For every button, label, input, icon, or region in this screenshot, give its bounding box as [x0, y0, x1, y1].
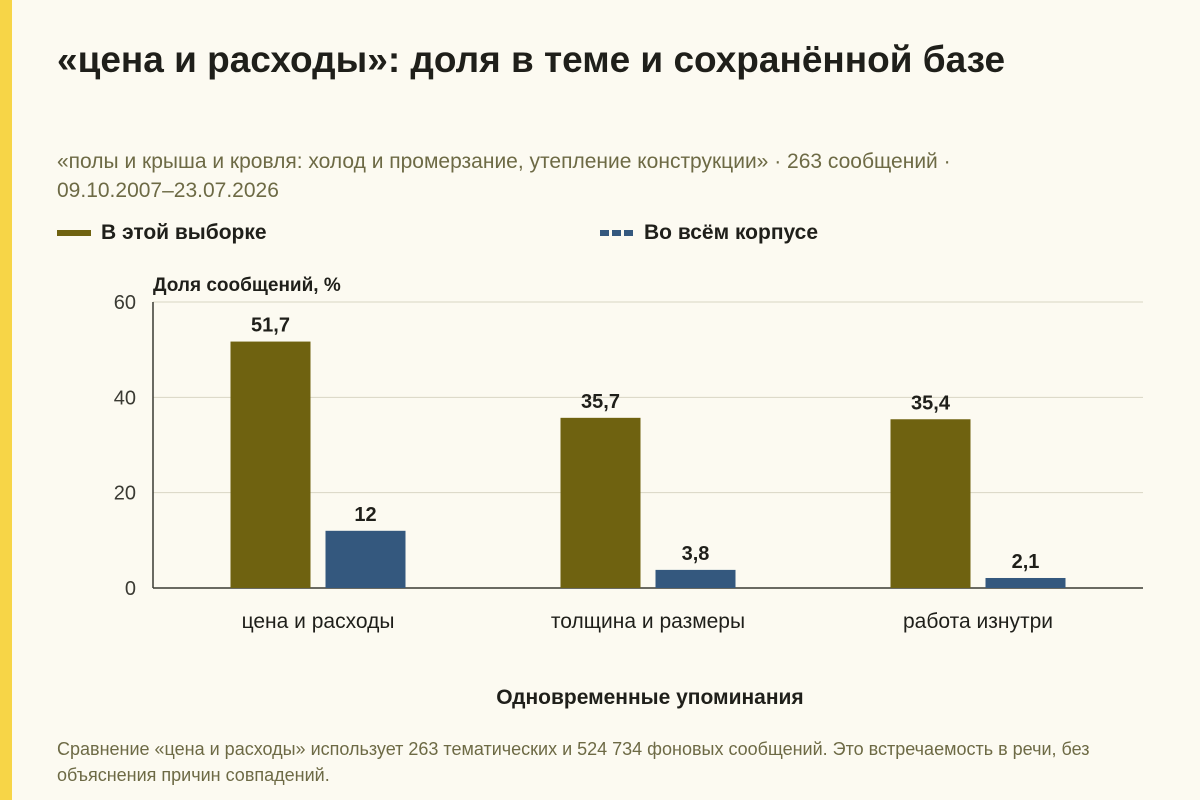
- data-label: 35,4: [911, 392, 951, 414]
- data-label: 35,7: [581, 391, 620, 413]
- legend-label-corpus: Во всём корпусе: [644, 221, 819, 244]
- data-label: 3,8: [682, 543, 710, 565]
- data-label: 12: [354, 504, 376, 526]
- chart-subtitle: «полы и крыша и кровля: холод и промерза…: [57, 150, 951, 202]
- x-axis-title: Одновременные упоминания: [496, 686, 804, 709]
- legend-item-corpus: Во всём корпусе: [600, 219, 818, 247]
- y-tick-label: 20: [114, 483, 136, 505]
- y-tick-label: 40: [114, 387, 136, 409]
- legend-swatch-corpus: [600, 230, 634, 236]
- footnote: Сравнение «цена и расходы» использует 26…: [57, 739, 1090, 785]
- y-tick-label: 0: [125, 578, 136, 600]
- x-tick-label: работа изнутри: [903, 610, 1053, 633]
- legend-item-selection: В этой выборке: [57, 219, 267, 247]
- bar-selection: [230, 341, 311, 588]
- bar-selection: [560, 417, 641, 588]
- data-label: 2,1: [1012, 551, 1040, 573]
- bar-corpus: [325, 530, 406, 588]
- x-tick-label: толщина и размеры: [551, 610, 745, 633]
- legend-label-selection: В этой выборке: [101, 221, 267, 244]
- legend-swatch-selection: [57, 230, 91, 236]
- chart-title: «цена и расходы»: доля в теме и сохранён…: [57, 39, 1006, 80]
- x-tick-label: цена и расходы: [242, 610, 395, 633]
- accent-bar: [0, 0, 12, 800]
- data-label: 51,7: [251, 315, 290, 337]
- bar-corpus: [655, 569, 736, 588]
- bar-selection: [890, 419, 971, 588]
- bar-corpus: [985, 577, 1066, 588]
- y-tick-label: 60: [114, 292, 136, 314]
- y-axis-title: Доля сообщений, %: [153, 275, 341, 296]
